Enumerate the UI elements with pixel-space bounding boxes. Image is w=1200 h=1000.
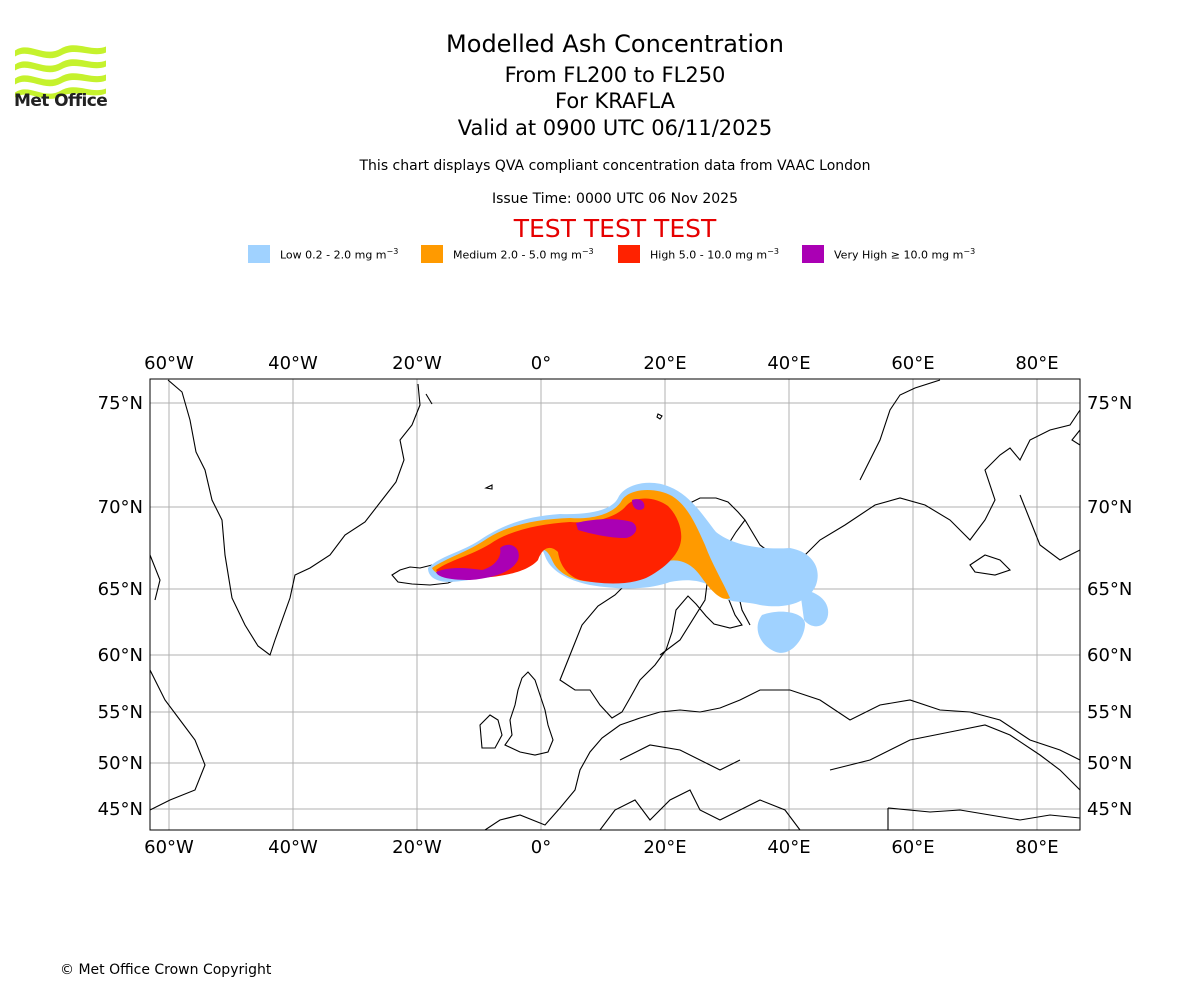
legend-label-medium: Medium 2.0 - 5.0 mg m−3 [453,246,594,262]
legend-swatch-low [248,245,270,263]
chart-subtitle: This chart displays QVA compliant concen… [359,158,871,174]
lat-tick-label-right: 45°N [1087,799,1132,820]
lon-tick-label-bottom: 20°W [392,837,442,858]
lat-tick-label-left: 55°N [98,702,143,723]
lon-tick-label-top: 0° [531,353,551,374]
legend-label-high: High 5.0 - 10.0 mg m−3 [650,246,779,262]
lon-tick-label-bottom: 80°E [1015,837,1058,858]
issue-time: Issue Time: 0000 UTC 06 Nov 2025 [491,191,739,207]
lon-tick-label-top: 40°W [268,353,318,374]
lat-tick-label-left: 70°N [98,497,143,518]
valid-time: Valid at 0900 UTC 06/11/2025 [457,116,773,140]
lon-tick-label-top: 20°W [392,353,442,374]
legend-swatch-very-high [802,245,824,263]
lat-tick-label-right: 65°N [1087,579,1132,600]
lat-tick-label-right: 70°N [1087,497,1132,518]
lat-tick-label-right: 55°N [1087,702,1132,723]
legend-swatch-high [618,245,640,263]
lon-tick-label-top: 20°E [643,353,686,374]
lat-tick-label-left: 45°N [98,799,143,820]
legend-label-very-high: Very High ≥ 10.0 mg m−3 [834,246,976,262]
legend-item-very-high: Very High ≥ 10.0 mg m−3 [802,244,975,264]
lon-tick-label-bottom: 60°W [144,837,194,858]
legend-item-low: Low 0.2 - 2.0 mg m−3 [248,244,398,264]
lat-tick-label-right: 75°N [1087,393,1132,414]
met-office-logo-text: Met Office [14,91,108,111]
lon-tick-label-bottom: 60°E [891,837,934,858]
graticule [150,379,1080,830]
met-office-logo-icon [15,45,106,99]
lon-tick-label-top: 40°E [767,353,810,374]
lon-tick-label-bottom: 0° [531,837,551,858]
ash-plume [428,482,829,653]
lon-tick-label-top: 60°E [891,353,934,374]
legend-label-low: Low 0.2 - 2.0 mg m−3 [280,246,399,262]
legend-item-high: High 5.0 - 10.0 mg m−3 [618,244,779,264]
lat-tick-label-left: 75°N [98,393,143,414]
lat-tick-label-right: 60°N [1087,645,1132,666]
map-frame [149,378,1081,831]
copyright-notice: © Met Office Crown Copyright [60,962,272,978]
volcano-name: For KRAFLA [555,89,675,113]
lat-tick-label-left: 65°N [98,579,143,600]
lon-tick-label-top: 80°E [1015,353,1058,374]
lon-tick-label-bottom: 40°E [767,837,810,858]
legend-swatch-medium [421,245,443,263]
chart-title: Modelled Ash Concentration [446,30,784,58]
map-background [150,379,1080,830]
lon-tick-label-top: 60°W [144,353,194,374]
flight-level-range: From FL200 to FL250 [504,63,726,87]
lat-tick-label-right: 50°N [1087,753,1132,774]
test-banner: TEST TEST TEST [513,214,717,243]
legend-item-medium: Medium 2.0 - 5.0 mg m−3 [421,244,594,264]
lat-tick-label-left: 50°N [98,753,143,774]
lat-tick-label-left: 60°N [98,645,143,666]
lon-tick-label-bottom: 40°W [268,837,318,858]
lon-tick-label-bottom: 20°E [643,837,686,858]
